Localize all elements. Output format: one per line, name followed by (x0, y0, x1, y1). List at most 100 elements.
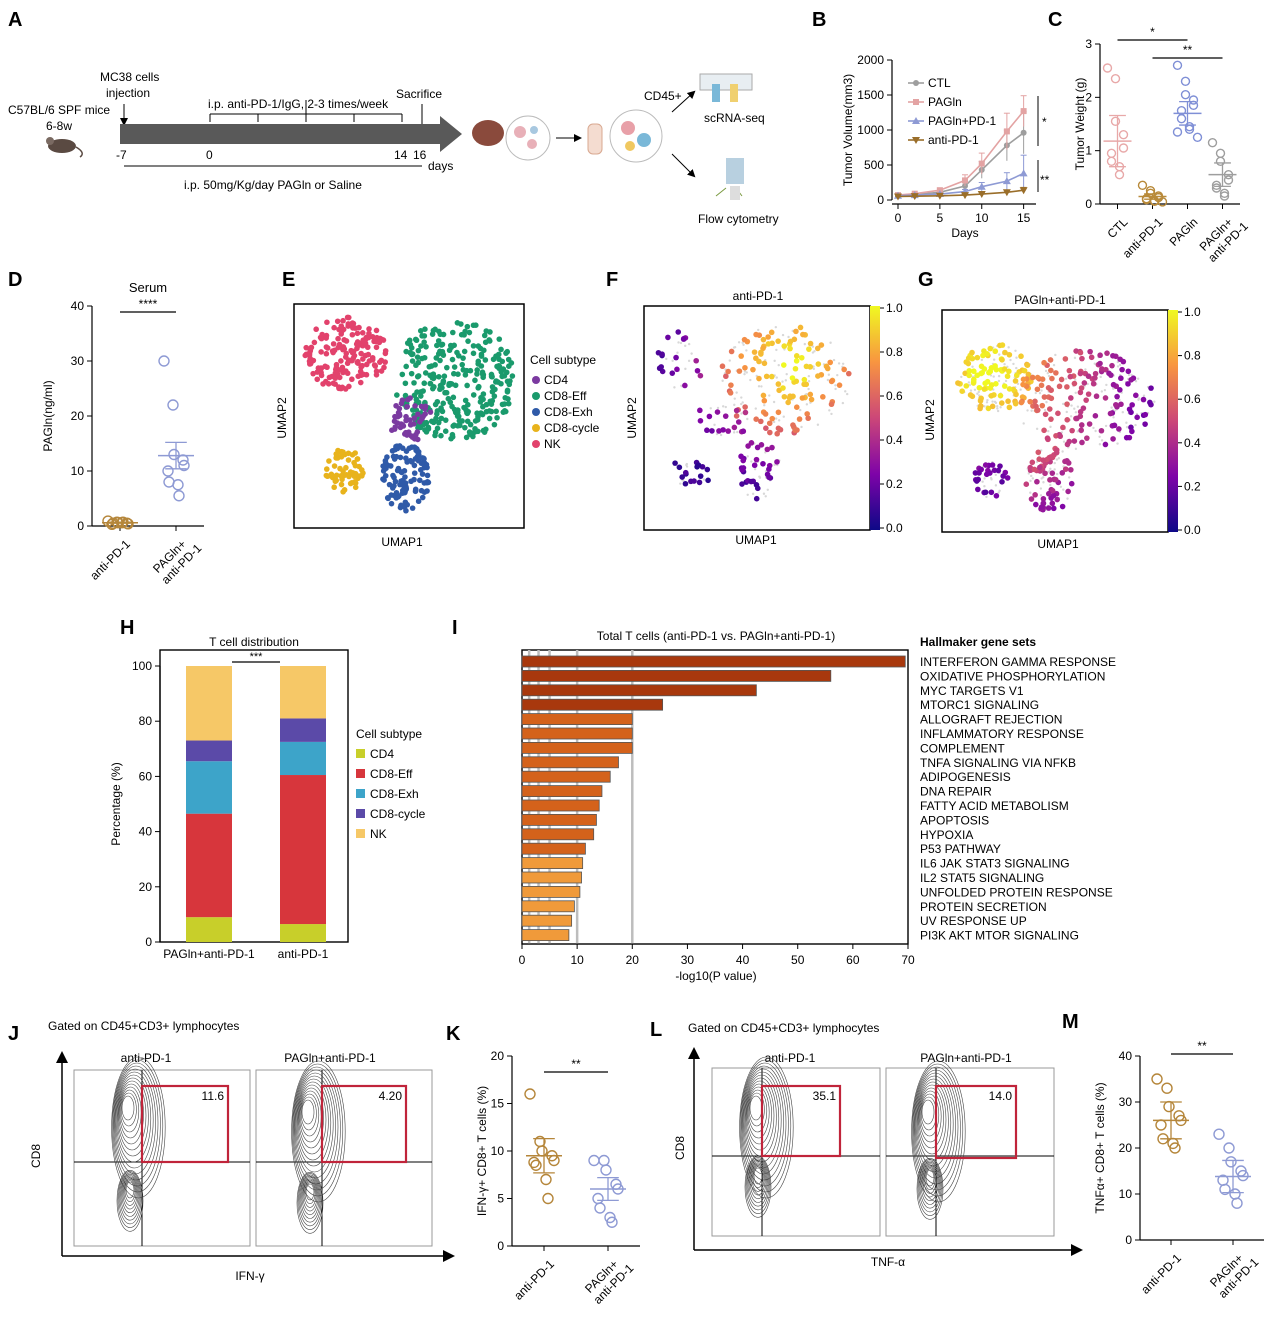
colorbar-tick-label: 0.8 (886, 345, 903, 359)
expression-cell (793, 328, 799, 335)
data-point (1184, 121, 1195, 132)
umap-cell (482, 357, 489, 363)
expression-cell (1020, 381, 1026, 388)
category-label-line: anti-PD-1 (1138, 1251, 1184, 1297)
expression-cell (655, 349, 662, 356)
gsea-bar (521, 742, 633, 754)
background-cell (671, 359, 674, 362)
umap-cell (505, 356, 512, 363)
umap-cell (335, 335, 341, 342)
expression-cell (1085, 391, 1092, 397)
background-cell (1038, 391, 1042, 395)
gsea-bar (521, 814, 597, 826)
legend-label-CD8-Exh: CD8-Exh (370, 787, 419, 801)
expression-cell (725, 368, 731, 375)
contour-line (753, 1167, 763, 1185)
colorbar-tick-label: 0.0 (1184, 523, 1201, 537)
umap-cell (402, 499, 409, 506)
contour-line (301, 1178, 319, 1216)
background-cell (800, 425, 803, 429)
sig-label: *** (250, 651, 264, 663)
mouse-age: 6-8w (46, 119, 72, 133)
expression-cell (1111, 422, 1118, 429)
contour-line (112, 1059, 164, 1193)
expression-cell (959, 388, 965, 394)
background-cell (968, 383, 971, 387)
expression-cell (1125, 381, 1131, 387)
background-cell (1074, 447, 1078, 451)
expression-cell (974, 354, 981, 361)
expression-cell (1002, 349, 1008, 356)
expression-cell (697, 372, 704, 379)
umap-cell (303, 344, 310, 351)
background-cell (999, 406, 1002, 409)
background-cell (1039, 487, 1043, 490)
panel-label-m: M (1062, 1011, 1079, 1033)
expression-cell (985, 405, 992, 412)
background-cell (969, 389, 973, 392)
expression-cell (751, 349, 758, 355)
umap-cell (419, 471, 426, 477)
expression-cell (1013, 391, 1019, 398)
data-point (1002, 177, 1011, 185)
background-cell (740, 412, 743, 415)
expression-cell (965, 360, 972, 367)
expression-cell (765, 334, 771, 340)
expression-cell (1034, 407, 1041, 413)
data-point (1180, 76, 1191, 87)
expression-cell (1041, 427, 1047, 434)
umap-cell (440, 378, 447, 384)
contour-line (921, 1099, 935, 1125)
data-point (162, 465, 174, 477)
umap-cell (412, 403, 418, 409)
expression-cell (971, 368, 977, 375)
umap-cell (449, 431, 456, 438)
contour-line (124, 1180, 136, 1202)
panel-f-title: anti-PD-1 (733, 289, 784, 303)
background-cell (1029, 491, 1032, 494)
background-cell (742, 343, 745, 347)
expression-cell (997, 392, 1004, 399)
expression-cell (768, 373, 775, 380)
expression-cell (1079, 355, 1085, 362)
contour-line (920, 1093, 940, 1137)
injection-label-line1: MC38 cells (100, 70, 159, 84)
expression-cell (760, 460, 766, 467)
contour-line (739, 1056, 794, 1199)
umap-cell (335, 344, 342, 351)
background-cell (1043, 408, 1047, 412)
expression-cell (1049, 500, 1056, 507)
legend-label-PAGln: PAGln (928, 95, 962, 109)
background-cell (1067, 476, 1071, 479)
expression-cell (696, 479, 703, 486)
gsea-bar (521, 756, 619, 769)
background-cell (715, 432, 719, 436)
expression-cell (781, 343, 788, 349)
umap-cell (427, 409, 434, 415)
data-point (594, 1202, 606, 1214)
expression-cell (976, 470, 982, 476)
background-cell (1100, 390, 1104, 393)
contour-line (752, 1166, 764, 1188)
expression-cell (1078, 427, 1085, 434)
expression-cell (1006, 404, 1013, 411)
background-cell (1070, 404, 1073, 407)
data-point (910, 193, 919, 201)
background-cell (807, 387, 810, 391)
background-cell (1110, 406, 1113, 409)
panel-label-l: L (650, 1019, 662, 1041)
gene-set-label: OXIDATIVE PHOSPHORYLATION (920, 669, 1105, 683)
gsea-bar (521, 727, 633, 740)
stacked-segment-CD4 (280, 924, 326, 942)
umap-cell (339, 328, 345, 334)
panel-label-e: E (282, 269, 295, 291)
expression-cell (753, 482, 760, 488)
data-point (1019, 169, 1028, 177)
data-point (1225, 1156, 1237, 1168)
contour-line (749, 1162, 767, 1200)
legend-marker (912, 117, 920, 124)
gate-percentage: 14.0 (989, 1089, 1013, 1103)
expression-cell (1142, 411, 1149, 418)
legend-swatch (356, 829, 365, 838)
background-cell (1094, 429, 1097, 433)
